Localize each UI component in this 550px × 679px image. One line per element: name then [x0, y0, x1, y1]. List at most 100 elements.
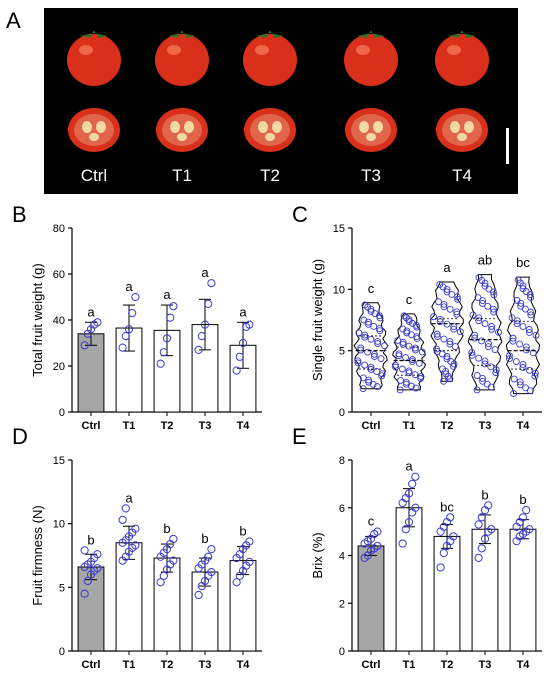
y-axis-label: Total fruit weight (g): [30, 263, 45, 376]
y-tick-label: 8: [339, 455, 345, 467]
data-point: [367, 363, 375, 371]
data-point: [477, 513, 486, 522]
data-point: [121, 332, 130, 341]
data-point: [83, 576, 92, 586]
data-point: [166, 313, 175, 322]
data-point: [408, 331, 415, 339]
photo-label-t1: T1: [172, 166, 192, 185]
data-point: [519, 361, 527, 368]
data-point: [359, 374, 367, 382]
y-tick-label: 15: [53, 455, 65, 467]
data-point: [395, 352, 403, 360]
tomato-locule: [272, 121, 282, 133]
data-point: [411, 371, 419, 379]
y-tick-label: 0: [59, 646, 65, 658]
sig-letter: b: [519, 492, 526, 507]
data-point: [509, 334, 517, 342]
data-point: [473, 372, 481, 379]
y-tick-label: 0: [59, 407, 65, 419]
data-point: [443, 288, 451, 296]
data-point: [509, 337, 517, 345]
data-point: [481, 282, 489, 290]
data-point: [440, 335, 448, 343]
data-point: [519, 363, 527, 371]
whole-tomato-t3: [344, 34, 398, 86]
tomato-locule: [89, 133, 99, 141]
photo-label-t3: T3: [361, 166, 381, 185]
data-point: [491, 346, 499, 354]
x-tick-label-ctrl: Ctrl: [82, 420, 101, 432]
data-point: [435, 298, 443, 306]
sig-letter: bc: [516, 255, 530, 270]
x-tick-label-t1: T1: [123, 659, 136, 671]
data-point: [480, 534, 490, 543]
data-point: [529, 349, 537, 357]
data-point: [245, 320, 254, 329]
tomato-locule: [464, 121, 474, 133]
data-point: [80, 341, 89, 350]
y-tick-label: 15: [333, 223, 345, 235]
data-point: [204, 299, 213, 308]
whole-tomato-t2: [243, 34, 297, 86]
data-point: [456, 328, 464, 336]
data-point: [443, 355, 451, 363]
sig-letter: a: [125, 279, 133, 294]
data-point: [365, 378, 373, 386]
data-point: [439, 365, 447, 373]
tomato-calyx: [357, 30, 385, 38]
data-point: [404, 517, 414, 527]
x-tick-label-t1: T1: [403, 420, 416, 432]
data-point: [484, 302, 492, 310]
data-point: [80, 546, 89, 555]
data-point: [361, 331, 369, 339]
data-point: [439, 549, 448, 558]
data-point: [376, 314, 384, 322]
data-point: [513, 320, 521, 328]
data-point: [124, 325, 134, 334]
data-point: [200, 320, 210, 329]
chart-total-fruit-weight: 0 20 40 60 80 Total fruit weight (g) a Ctrl a T1 a…: [30, 223, 262, 432]
data-point: [446, 340, 454, 348]
x-tick-label-t4: T4: [237, 420, 251, 432]
tomato-locule: [450, 121, 460, 133]
x-tick-label-t4: T4: [517, 420, 531, 432]
sig-letter: c: [368, 514, 375, 529]
panel-a-letter: A: [6, 8, 21, 33]
data-point: [514, 276, 522, 284]
y-tick-label: 6: [339, 503, 345, 515]
data-point: [156, 578, 165, 587]
data-point: [484, 501, 493, 510]
data-point: [481, 360, 489, 368]
data-point: [506, 355, 513, 363]
tomato-locule: [177, 133, 187, 141]
data-point: [479, 377, 487, 385]
data-point: [440, 300, 448, 308]
data-point: [436, 563, 445, 572]
data-point: [197, 332, 206, 341]
data-point: [446, 305, 454, 313]
bar-ctrl: [357, 545, 385, 652]
y-axis-label: Single fruit weight (g): [310, 259, 325, 381]
data-point: [436, 281, 444, 288]
data-point: [361, 361, 369, 369]
violin-t1: [391, 313, 427, 391]
data-point: [512, 358, 520, 366]
data-point: [519, 285, 527, 293]
data-point: [405, 318, 413, 325]
x-tick-label-t1: T1: [403, 659, 416, 671]
data-point: [495, 328, 502, 336]
tomato-flesh: [351, 114, 391, 146]
tomato-locule: [170, 121, 180, 133]
sig-letter: bc: [440, 499, 454, 514]
data-point: [408, 357, 416, 365]
panel-b-letter: B: [12, 202, 27, 227]
data-point: [474, 294, 482, 302]
data-point: [527, 308, 534, 316]
data-point: [519, 323, 527, 331]
data-point: [194, 345, 203, 354]
data-point: [131, 292, 140, 302]
data-point: [446, 513, 455, 522]
tomato-calyx: [168, 30, 196, 38]
data-point: [396, 386, 404, 394]
